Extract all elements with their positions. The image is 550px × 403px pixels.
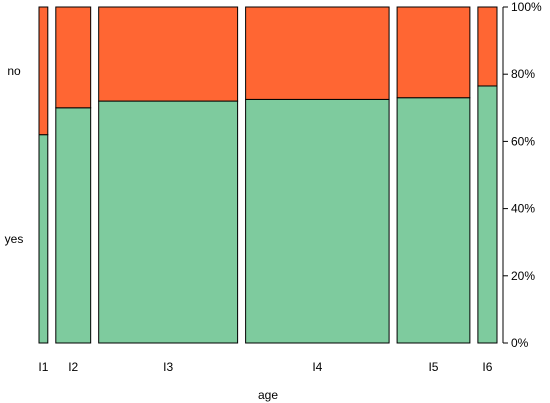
bar-i6-no bbox=[477, 6, 498, 87]
bar-i5-yes bbox=[396, 97, 471, 344]
y-tick-label: 100% bbox=[511, 0, 542, 14]
category-label-i5: I5 bbox=[428, 360, 438, 374]
bar-i4-no bbox=[245, 6, 390, 100]
bar-i2-yes bbox=[55, 107, 92, 344]
category-label-i4: I4 bbox=[312, 360, 322, 374]
y-tick-label: 80% bbox=[511, 67, 535, 81]
y-tick-label: 0% bbox=[511, 336, 529, 350]
level-label-yes: yes bbox=[5, 232, 24, 246]
bar-i2-no bbox=[55, 6, 92, 109]
y-tick-label: 60% bbox=[511, 134, 535, 148]
y-tick-label: 40% bbox=[511, 202, 535, 216]
category-label-i3: I3 bbox=[163, 360, 173, 374]
category-label-i1: I1 bbox=[38, 360, 48, 374]
bar-i4-yes bbox=[245, 98, 390, 344]
level-labels: yes no bbox=[5, 64, 24, 246]
bar-i1-no bbox=[38, 6, 49, 136]
bar-i5-no bbox=[396, 6, 471, 99]
bars-group bbox=[38, 6, 498, 344]
y-tick-label: 20% bbox=[511, 269, 535, 283]
y-axis: 0% 20% 40% 60% 80% 100% bbox=[502, 0, 542, 350]
bar-i3-yes bbox=[98, 100, 239, 344]
level-label-no: no bbox=[7, 64, 21, 78]
category-label-i6: I6 bbox=[482, 360, 492, 374]
bar-i3-no bbox=[98, 6, 239, 102]
category-labels: I1 I2 I3 I4 I5 I6 bbox=[38, 360, 492, 374]
bar-i1-yes bbox=[38, 134, 49, 344]
x-axis-title: age bbox=[258, 388, 278, 402]
category-label-i2: I2 bbox=[68, 360, 78, 374]
bar-i6-yes bbox=[477, 85, 498, 344]
